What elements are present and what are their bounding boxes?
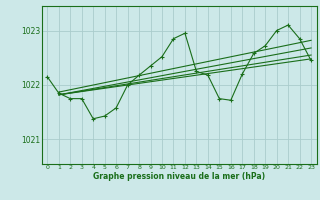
X-axis label: Graphe pression niveau de la mer (hPa): Graphe pression niveau de la mer (hPa) [93,172,265,181]
